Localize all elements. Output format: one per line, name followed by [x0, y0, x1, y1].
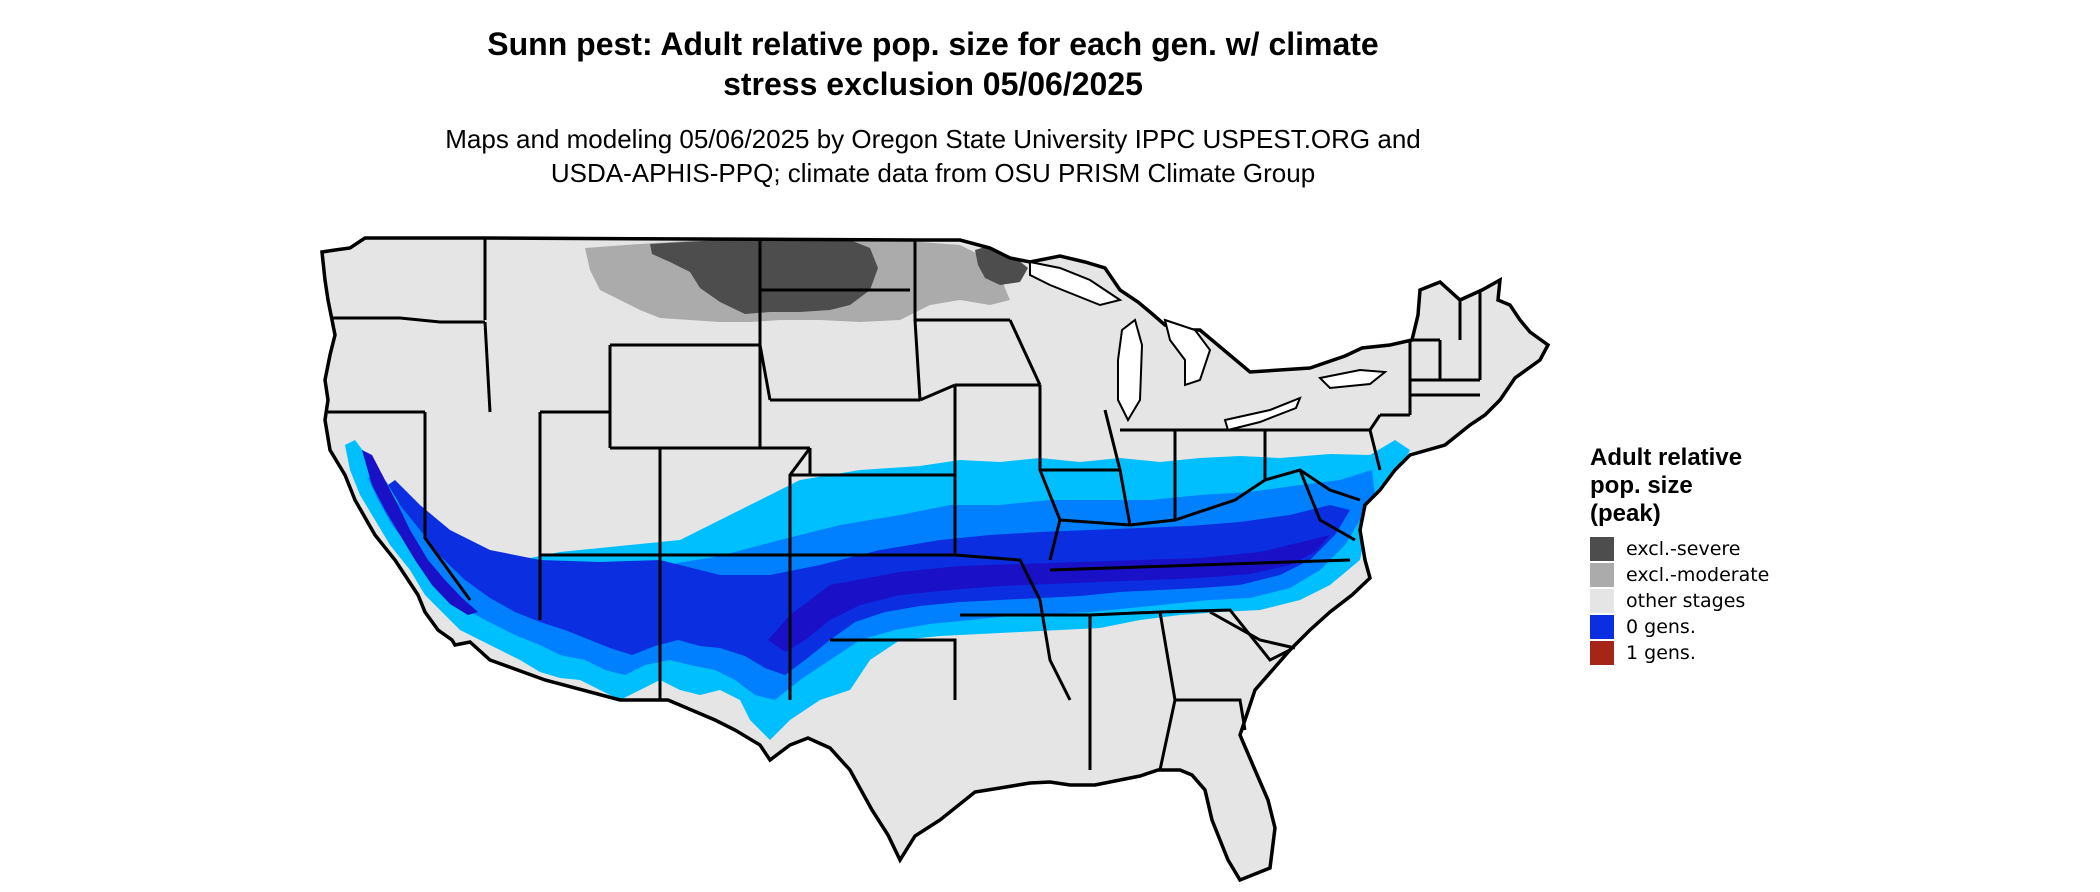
- lake-huron: [1163, 318, 1212, 387]
- map-subtitle-line-2: USDA-APHIS-PPQ; climate data from OSU PR…: [550, 158, 1316, 188]
- legend-swatch: [1590, 589, 1614, 613]
- legend-swatch: [1590, 615, 1614, 639]
- lake-ontario: [1317, 368, 1388, 390]
- deep-blue-zone-ca: [362, 450, 478, 615]
- exclusion-severe-area-mn: [975, 244, 1028, 285]
- lake-erie: [1223, 396, 1302, 432]
- legend-title: Adult relative pop. size (peak): [1590, 444, 1769, 528]
- lake-michigan: [1117, 318, 1144, 423]
- legend-title-line: pop. size: [1590, 472, 1693, 499]
- lake-superior: [1029, 260, 1123, 307]
- legend-label: 1 gens.: [1626, 642, 1696, 664]
- dark-blue-zone: [388, 480, 1350, 675]
- legend-item-1-gens: 1 gens.: [1590, 640, 1769, 666]
- state-borders: [328, 238, 1482, 771]
- legend-swatch: [1590, 641, 1614, 665]
- legend-swatch: [1590, 537, 1614, 561]
- legend-label: excl.-moderate: [1626, 564, 1770, 586]
- legend-item-0-gens: 0 gens.: [1590, 614, 1769, 640]
- legend-item-excl-moderate: excl.-moderate: [1590, 562, 1769, 588]
- legend-item-other-stages: other stages: [1590, 588, 1769, 614]
- legend-label: 0 gens.: [1626, 616, 1696, 638]
- legend-label: other stages: [1626, 590, 1746, 612]
- legend-label: excl.-severe: [1626, 538, 1741, 560]
- map-title-line-1: Sunn pest: Adult relative pop. size for …: [487, 26, 1379, 62]
- map-title-line-2: stress exclusion 05/06/2025: [723, 66, 1143, 102]
- legend-item-excl-severe: excl.-severe: [1590, 536, 1769, 562]
- map-subtitle-line-1: Maps and modeling 05/06/2025 by Oregon S…: [445, 124, 1421, 154]
- legend: Adult relative pop. size (peak) excl.-se…: [1590, 444, 1769, 666]
- legend-swatch: [1590, 563, 1614, 587]
- legend-title-line: Adult relative: [1590, 444, 1743, 471]
- exclusion-severe-area: [650, 240, 878, 314]
- legend-title-line: (peak): [1590, 500, 1661, 527]
